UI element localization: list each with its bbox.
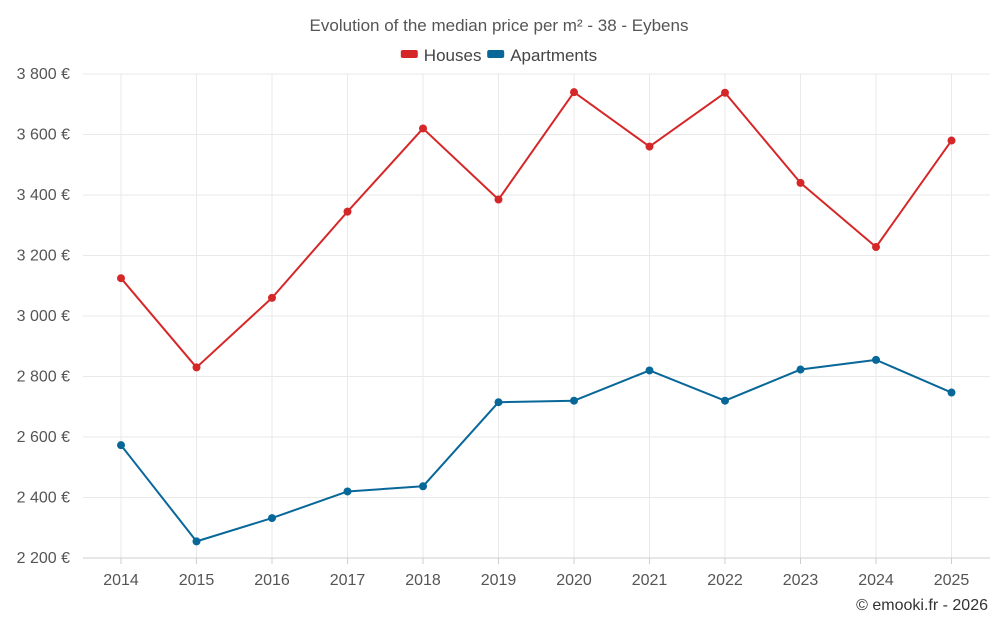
data-point-apartments <box>721 396 729 405</box>
data-point-apartments <box>570 396 578 405</box>
data-point-houses <box>721 88 729 97</box>
grid <box>83 73 990 559</box>
y-tick-label: 2 200 € <box>17 550 70 567</box>
credit-text: © emooki.fr - 2026 <box>856 597 988 614</box>
data-point-houses <box>117 274 125 283</box>
data-point-apartments <box>872 355 880 364</box>
y-tick-label: 2 800 € <box>17 369 70 386</box>
x-tick-label: 2021 <box>632 572 668 589</box>
legend-swatch-houses <box>400 50 418 58</box>
axes: 2 200 € 2 400 € 2 600 € 2 800 € 3 000 € 3 200… <box>17 66 990 589</box>
y-tick-label: 3 200 € <box>17 248 70 265</box>
data-point-apartments <box>343 487 352 496</box>
x-tick-label: 2016 <box>254 572 290 589</box>
x-tick-label: 2023 <box>783 572 819 589</box>
x-tick-label: 2017 <box>330 572 366 589</box>
data-point-apartments <box>419 482 427 491</box>
legend: Houses Apartments <box>400 46 597 65</box>
series-line-houses <box>120 91 953 369</box>
data-point-houses <box>645 142 654 151</box>
legend-label-houses: Houses <box>424 46 482 65</box>
y-tick-label: 3 800 € <box>17 66 70 83</box>
data-point-houses <box>947 136 956 145</box>
x-tick-label: 2024 <box>858 572 894 589</box>
legend-label-apartments: Apartments <box>510 46 597 65</box>
data-point-apartments <box>645 366 654 375</box>
y-tick-label: 3 600 € <box>17 127 70 144</box>
data-point-apartments <box>192 537 201 546</box>
data-point-apartments <box>494 398 503 407</box>
x-tick-label: 2022 <box>707 572 743 589</box>
chart-title: Evolution of the median price per m² - 3… <box>310 16 689 35</box>
x-tick-label: 2018 <box>405 572 441 589</box>
data-point-houses <box>343 207 352 216</box>
series <box>117 88 956 546</box>
x-tick-label: 2025 <box>934 572 970 589</box>
data-point-houses <box>796 178 805 187</box>
data-point-apartments <box>117 441 125 450</box>
data-point-apartments <box>796 365 805 374</box>
y-tick-label: 2 400 € <box>17 490 70 507</box>
y-tick-label: 3 400 € <box>17 187 70 204</box>
data-point-apartments <box>947 388 956 397</box>
data-point-houses <box>419 124 427 133</box>
y-tick-label: 2 600 € <box>17 429 70 446</box>
y-tick-label: 3 000 € <box>17 308 70 325</box>
x-tick-label: 2015 <box>179 572 215 589</box>
data-point-houses <box>570 88 578 97</box>
data-point-houses <box>872 243 880 252</box>
data-point-houses <box>192 363 201 372</box>
legend-swatch-apartments <box>487 50 505 58</box>
data-point-houses <box>268 293 276 302</box>
series-line-apartments <box>120 358 952 543</box>
x-tick-label: 2014 <box>103 572 139 589</box>
x-tick-label: 2019 <box>481 572 517 589</box>
data-point-apartments <box>268 514 276 523</box>
x-tick-label: 2020 <box>556 572 592 589</box>
data-point-houses <box>494 195 503 204</box>
